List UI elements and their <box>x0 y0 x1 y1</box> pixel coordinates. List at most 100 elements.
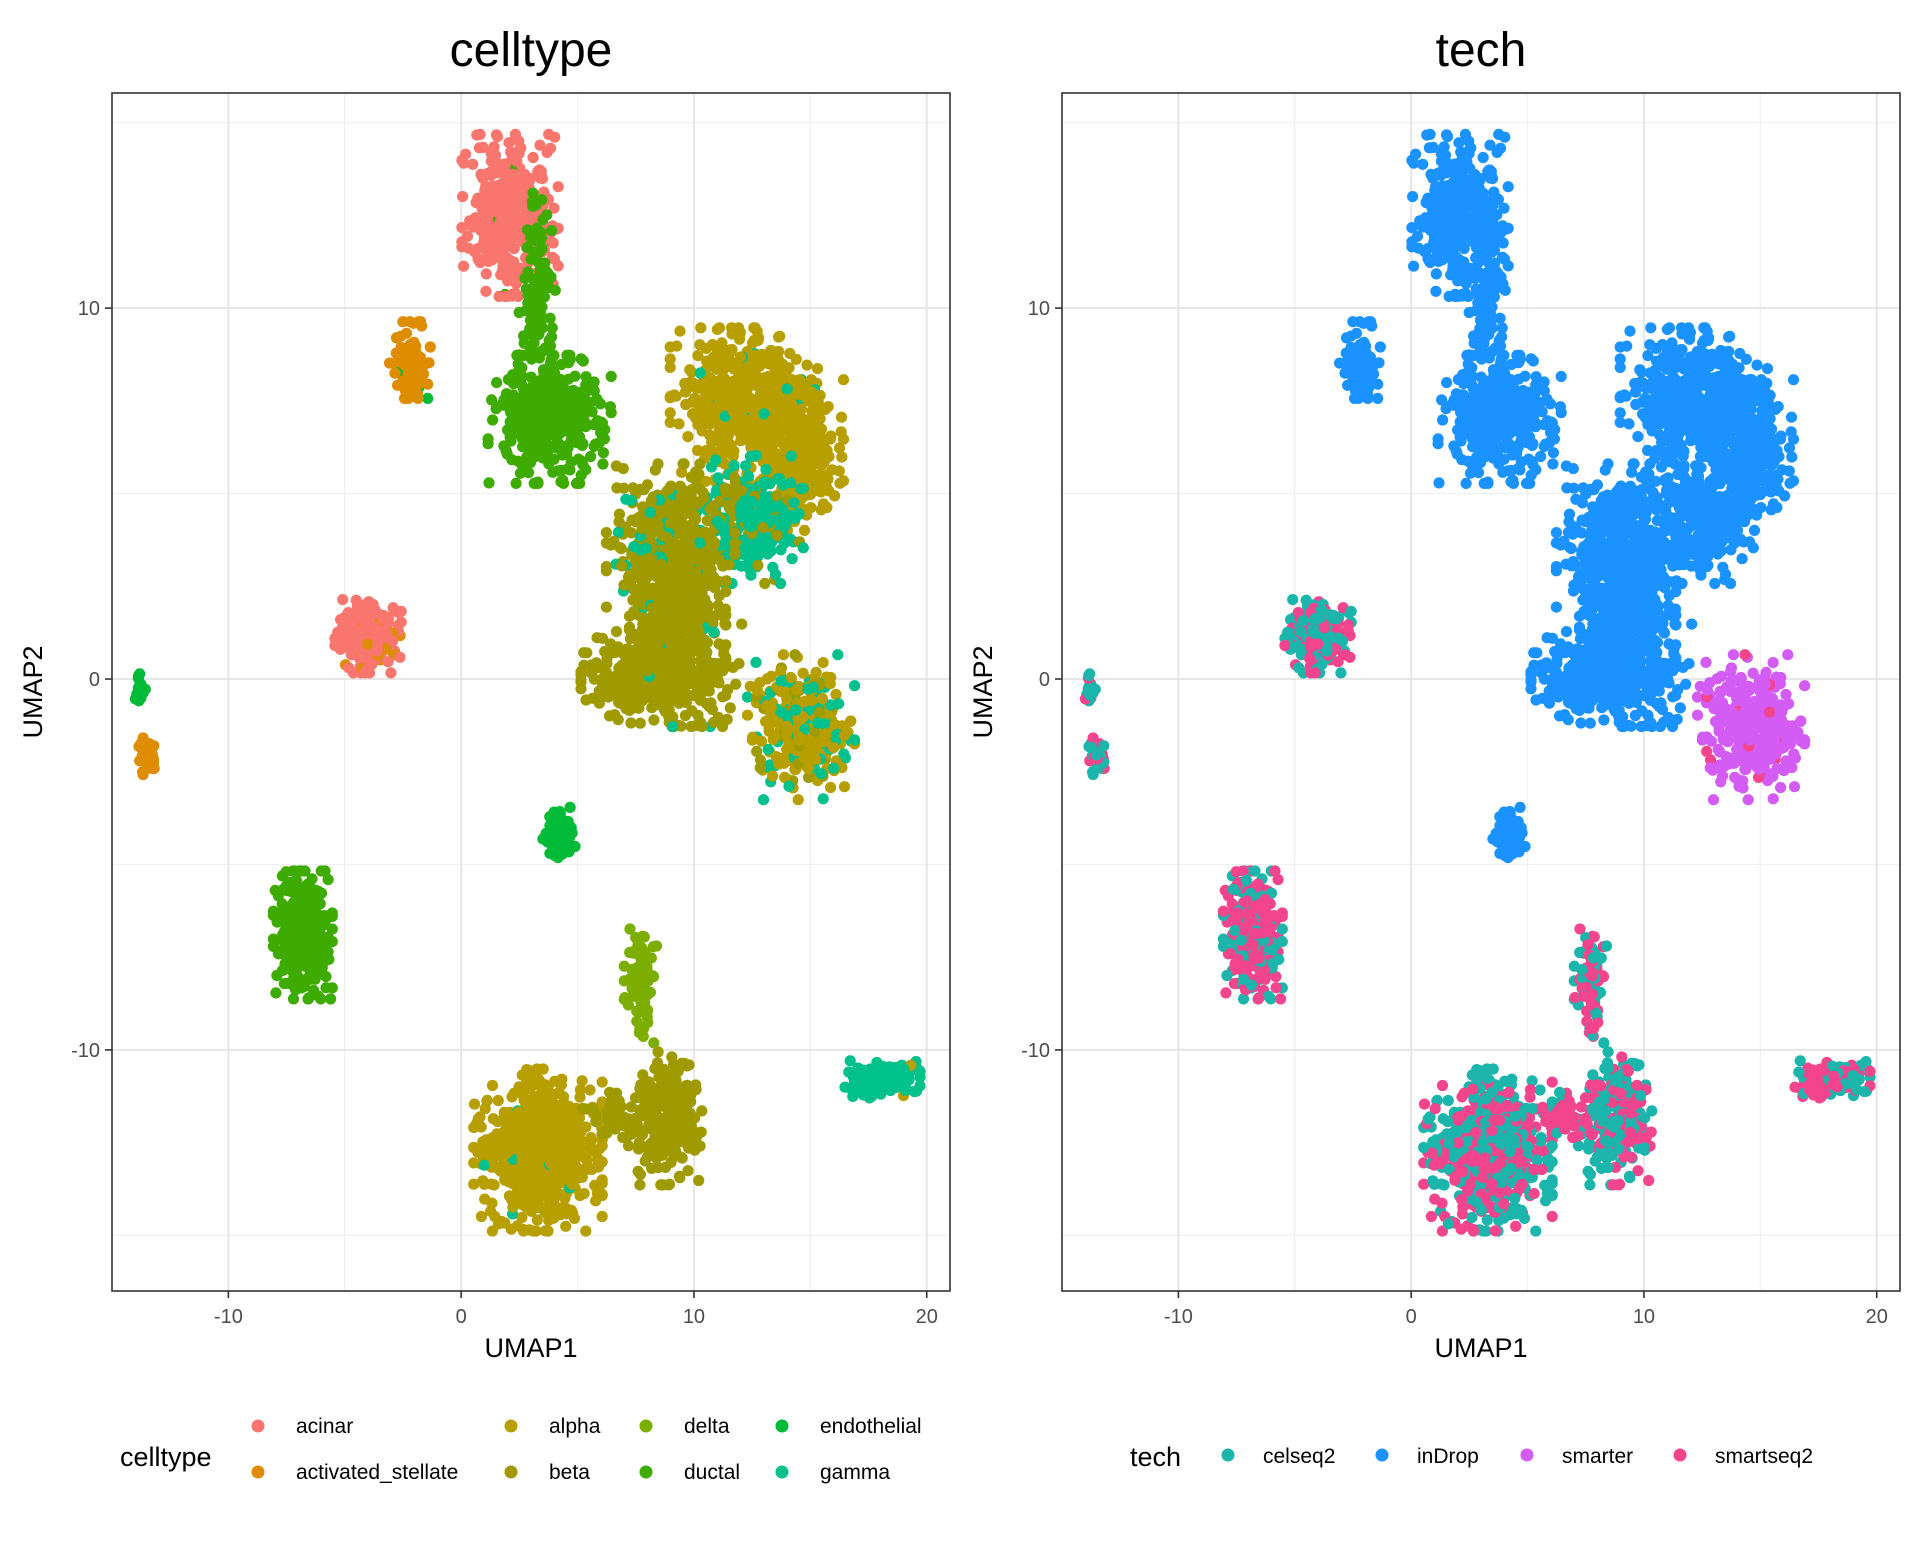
data-point <box>559 1193 570 1204</box>
data-point <box>476 1211 487 1222</box>
data-point <box>704 701 715 712</box>
data-point <box>535 266 546 277</box>
data-point <box>828 763 839 774</box>
data-point <box>581 371 592 382</box>
data-point <box>771 448 782 459</box>
data-point <box>327 924 338 935</box>
data-point <box>684 364 695 375</box>
data-point <box>628 629 639 640</box>
data-point <box>545 370 556 381</box>
data-point <box>743 361 754 372</box>
data-point <box>672 557 683 568</box>
data-point <box>616 560 627 571</box>
data-point <box>633 644 644 655</box>
data-point <box>141 749 152 760</box>
data-point <box>503 261 514 272</box>
data-point <box>736 619 747 630</box>
data-point <box>838 374 849 385</box>
data-point <box>643 570 654 581</box>
data-point <box>590 439 601 450</box>
data-point <box>542 441 553 452</box>
data-point <box>767 770 778 781</box>
data-point <box>518 1226 529 1237</box>
data-point <box>513 365 524 376</box>
data-point <box>492 1116 503 1127</box>
data-point <box>695 600 706 611</box>
data-point <box>784 362 795 373</box>
data-point <box>601 602 612 613</box>
data-point <box>398 375 409 386</box>
data-point <box>642 479 653 490</box>
data-point <box>767 415 778 426</box>
data-point <box>508 217 519 228</box>
data-point <box>838 475 849 486</box>
data-point <box>559 1134 570 1145</box>
data-point <box>710 671 721 682</box>
data-point <box>823 401 834 412</box>
data-point <box>521 1064 532 1075</box>
data-point <box>765 545 776 556</box>
data-point <box>585 451 596 462</box>
data-point <box>544 335 555 346</box>
data-point <box>587 693 598 704</box>
data-point <box>416 320 427 331</box>
data-point <box>501 251 512 262</box>
data-point <box>728 460 739 471</box>
data-point <box>281 866 292 877</box>
data-point <box>775 686 786 697</box>
data-point <box>771 490 782 501</box>
data-point <box>560 1111 571 1122</box>
data-point <box>597 1211 608 1222</box>
data-point <box>730 679 741 690</box>
data-point <box>553 181 564 192</box>
data-point <box>694 339 705 350</box>
data-point <box>608 536 619 547</box>
data-point <box>359 667 370 678</box>
data-point <box>550 414 561 425</box>
data-point <box>627 515 638 526</box>
data-point <box>564 422 575 433</box>
data-point <box>793 508 804 519</box>
data-point <box>671 341 682 352</box>
data-point <box>673 641 684 652</box>
data-point <box>528 300 539 311</box>
data-point <box>485 194 496 205</box>
data-point <box>536 1178 547 1189</box>
data-point <box>357 623 368 634</box>
data-point <box>288 974 299 985</box>
data-point <box>784 741 795 752</box>
data-point <box>487 1080 498 1091</box>
data-point <box>597 1140 608 1151</box>
data-point <box>759 476 770 487</box>
data-point <box>803 684 814 695</box>
data-point <box>504 1111 515 1122</box>
data-point <box>556 1074 567 1085</box>
data-point <box>641 590 652 601</box>
data-point <box>700 392 711 403</box>
data-point <box>678 654 689 665</box>
data-point <box>534 140 545 151</box>
data-point <box>407 391 418 402</box>
data-point <box>548 350 559 361</box>
data-point <box>491 403 502 414</box>
data-point <box>354 653 365 664</box>
data-point <box>339 642 350 653</box>
data-point <box>574 478 585 489</box>
data-point <box>663 504 674 515</box>
data-point <box>767 562 778 573</box>
data-point <box>621 703 632 714</box>
data-point <box>491 129 502 140</box>
data-point <box>538 1063 549 1074</box>
data-point <box>401 328 412 339</box>
data-point <box>300 949 311 960</box>
data-point <box>787 553 798 564</box>
data-point <box>574 1092 585 1103</box>
data-point <box>783 781 794 792</box>
data-point <box>655 628 666 639</box>
data-point <box>759 578 770 589</box>
data-point <box>819 736 830 747</box>
data-point <box>697 669 708 680</box>
data-point <box>645 507 656 518</box>
data-point <box>572 1141 583 1152</box>
data-point <box>713 576 724 587</box>
